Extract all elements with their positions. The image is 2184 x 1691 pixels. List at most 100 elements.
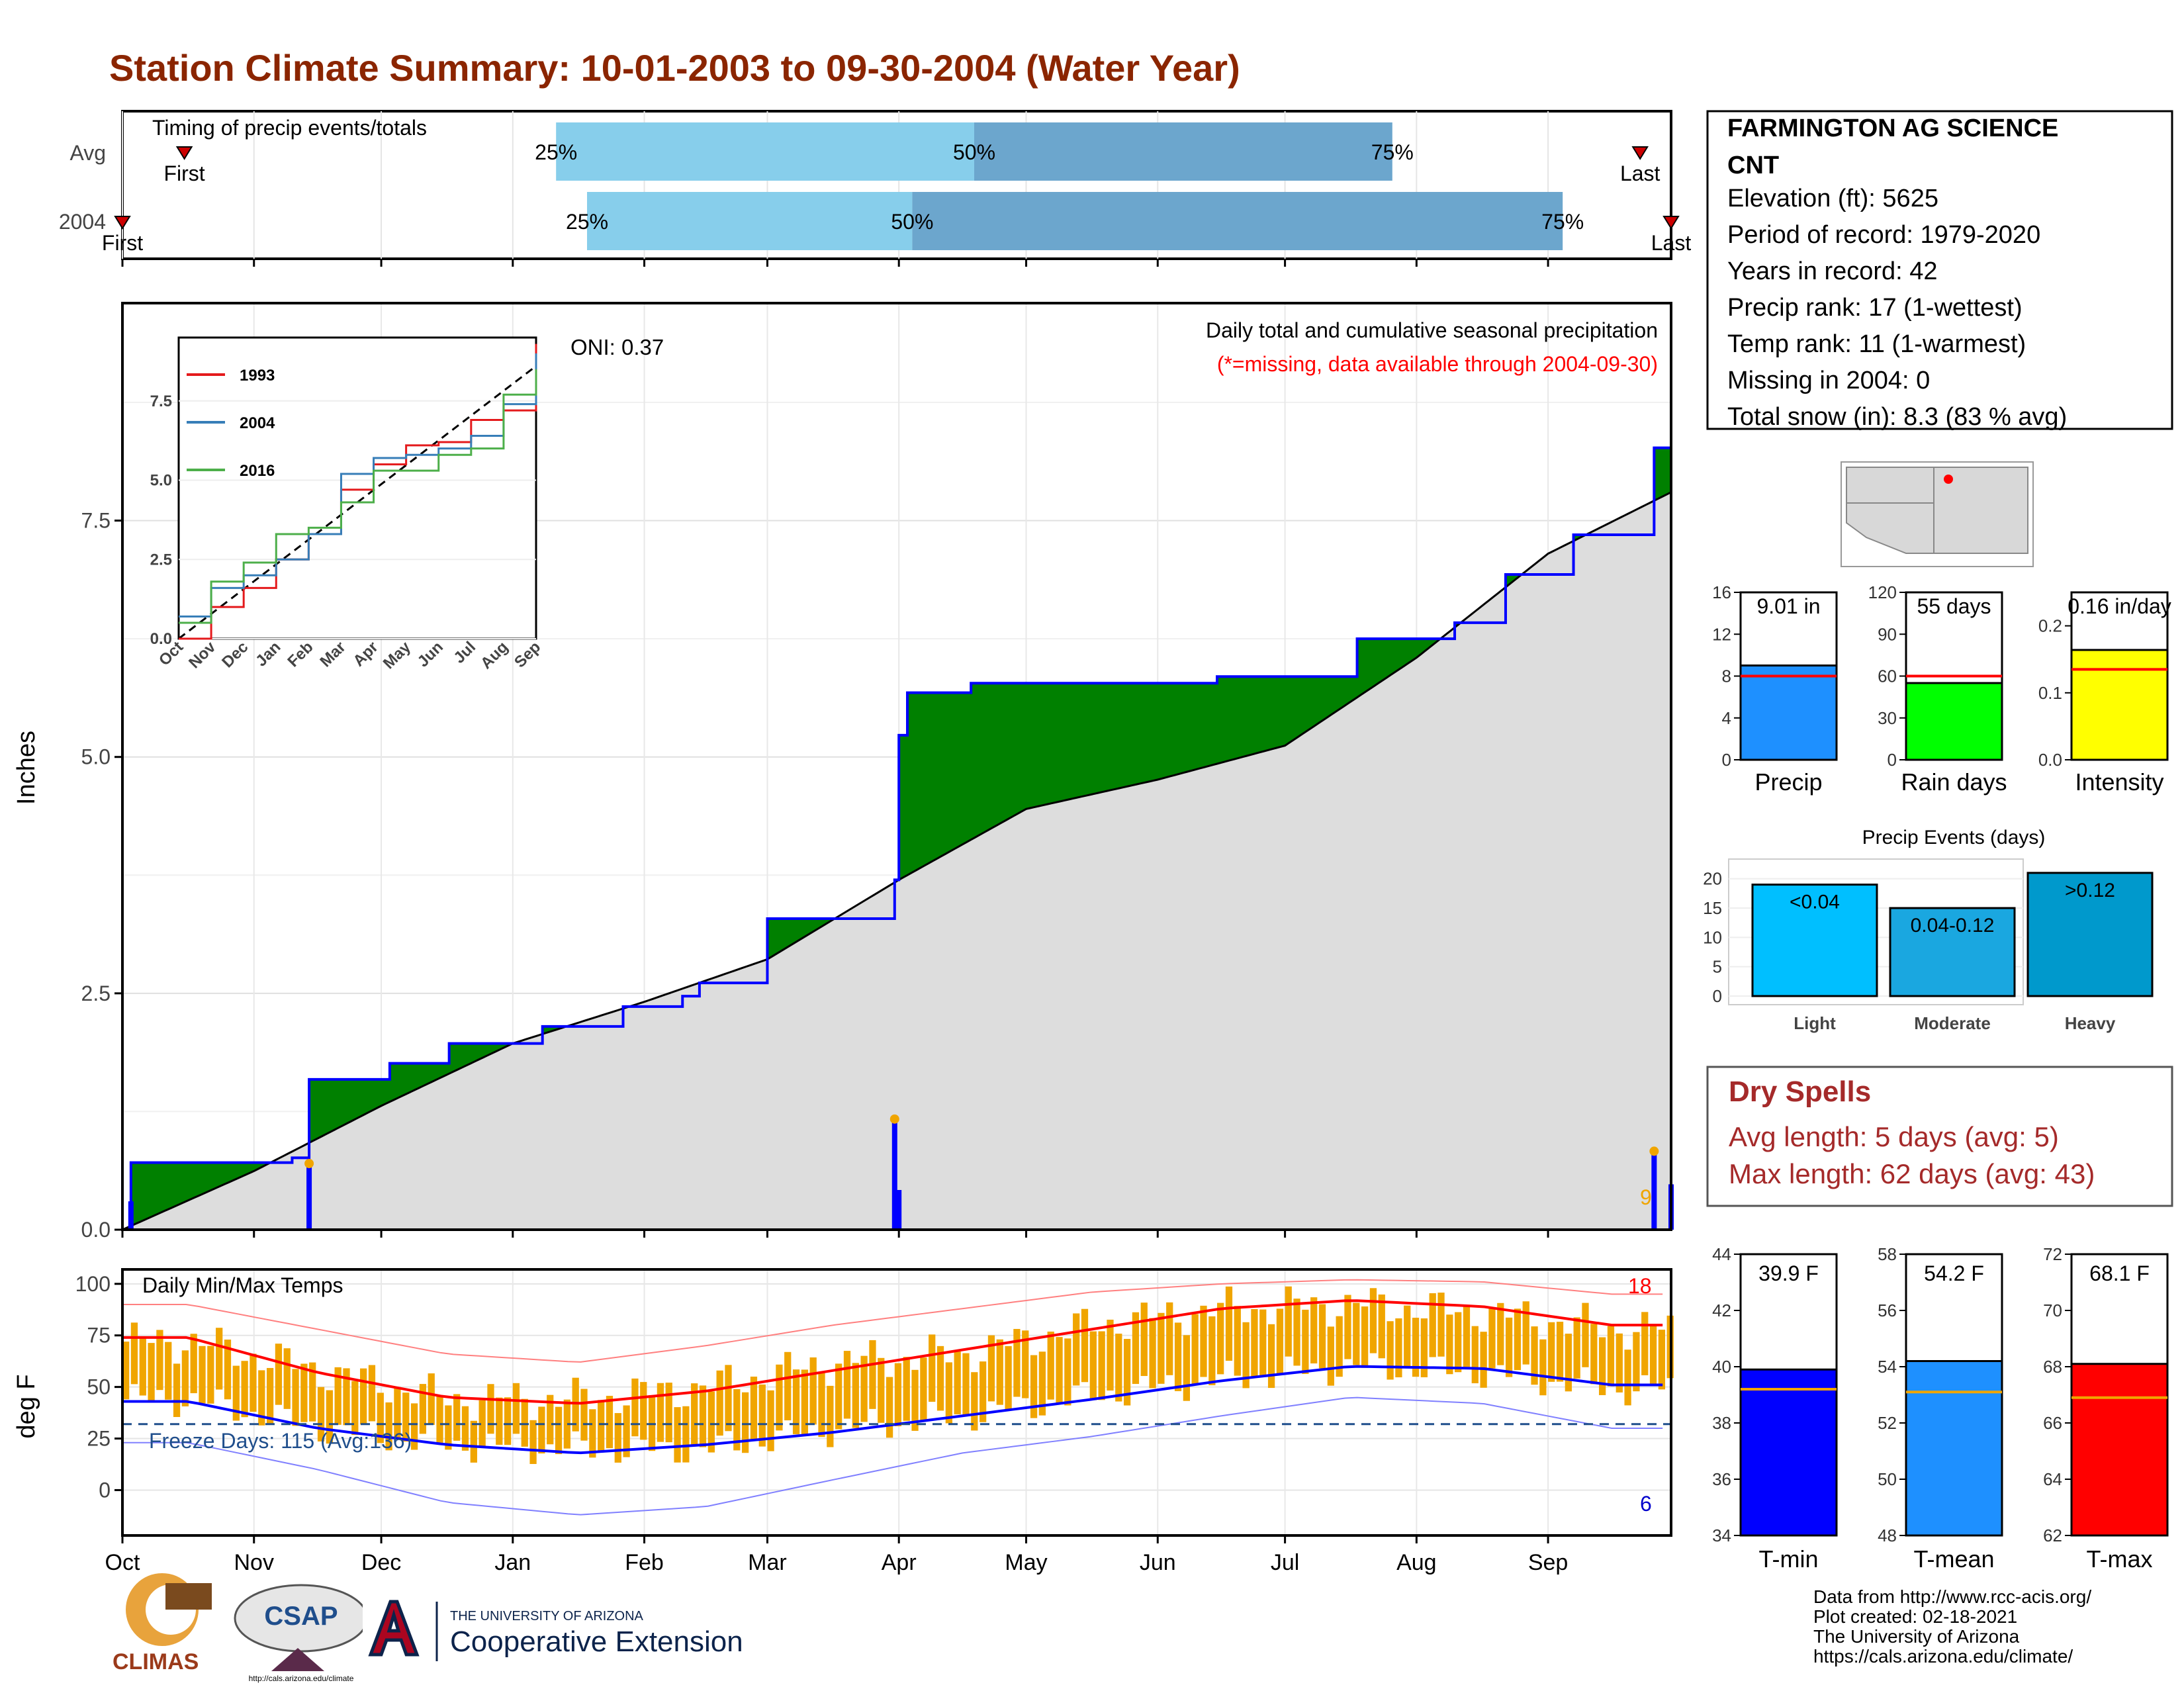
daily-temp-bar [962, 1353, 969, 1416]
wet-fill [1289, 676, 1294, 743]
daily-temp-bar [1030, 1355, 1037, 1418]
daily-temp-bar [1107, 1320, 1113, 1391]
legend-label-1993: 1993 [240, 367, 275, 385]
daily-temp-bar [351, 1381, 358, 1435]
wet-fill [220, 1163, 224, 1187]
daily-temp-bar [1624, 1349, 1631, 1405]
wet-fill [216, 1163, 220, 1189]
wet-fill [1391, 639, 1396, 674]
daily-temp-bar [191, 1334, 197, 1393]
wet-fill [1145, 683, 1150, 782]
summary-tick-label: 8 [1722, 666, 1731, 686]
daily-temp-bar [207, 1346, 214, 1404]
timing-q50-label: 50% [953, 140, 995, 164]
inset-y-label: 2.5 [150, 551, 172, 569]
wet-fill [1018, 683, 1023, 813]
wet-fill [1099, 683, 1103, 793]
daily-temp-bar [1557, 1322, 1563, 1382]
wet-fill [1115, 683, 1120, 789]
daily-temp-bar [1437, 1293, 1444, 1357]
daily-temp-bar [360, 1369, 367, 1425]
wet-fill [1662, 448, 1667, 497]
wet-fill [1242, 676, 1247, 756]
summary-label: Intensity [2075, 768, 2163, 796]
wet-fill [177, 1163, 182, 1205]
page-title: Station Climate Summary: 10-01-2003 to 0… [109, 47, 1240, 89]
wet-fill [381, 1079, 386, 1106]
daily-temp-bar [1463, 1306, 1470, 1367]
wet-fill [789, 919, 794, 946]
timing-row-2004-label: 2004 [59, 210, 106, 234]
daily-temp-bar [759, 1385, 766, 1447]
wet-fill [1379, 639, 1383, 683]
wet-fill [1319, 676, 1324, 723]
summary-label: Precip [1754, 768, 1822, 796]
events-tick-label: 5 [1713, 957, 1722, 977]
station-name: FARMINGTON AG SCIENCE [1727, 114, 2058, 142]
summary-tick-label: 12 [1712, 624, 1731, 644]
summary-tick-label: 0.0 [2038, 750, 2062, 770]
wet-fill [1272, 676, 1277, 749]
daily-temp-bar [1099, 1332, 1105, 1400]
daily-temp-bar [1361, 1306, 1368, 1368]
wet-fill [1349, 676, 1353, 703]
daily-temp-bar [818, 1373, 825, 1438]
daily-temp-bar [1226, 1287, 1232, 1361]
daily-temp-bar [1446, 1314, 1453, 1374]
daily-temp-bar [1293, 1299, 1300, 1365]
precip-chart-title: Daily total and cumulative seasonal prec… [1206, 318, 1658, 342]
daily-temp-bar [1056, 1337, 1062, 1404]
station-missing: Missing in 2004: 0 [1727, 367, 1930, 394]
wet-fill [398, 1064, 403, 1098]
wet-fill [1030, 683, 1035, 808]
daily-temp-bar [1251, 1309, 1257, 1377]
wet-fill [322, 1079, 326, 1136]
daily-temp-bar [445, 1405, 451, 1449]
daily-temp-bar [538, 1406, 545, 1453]
month-label-jan: Jan [494, 1550, 531, 1575]
station-info-box: FARMINGTON AG SCIENCE CNT Elevation (ft)… [1707, 111, 2172, 431]
daily-temp-bar [513, 1383, 520, 1434]
timing-q25-label: 25% [535, 140, 577, 164]
temp-tick-label: 58 [1878, 1244, 1897, 1264]
wet-fill [925, 693, 929, 866]
daily-temp-bar [657, 1383, 664, 1442]
daily-precip-bar [128, 1201, 134, 1230]
wet-fill [1344, 676, 1349, 706]
daily-temp-bar [1404, 1306, 1410, 1367]
wet-fill [424, 1064, 428, 1086]
wet-fill [1162, 683, 1167, 778]
events-tick-label: 0 [1713, 986, 1722, 1006]
daily-temp-bar [165, 1342, 171, 1400]
daily-temp-bar [1395, 1318, 1402, 1377]
dry-spells-avg: Avg length: 5 days (avg: 5) [1729, 1121, 2059, 1152]
wet-fill [402, 1064, 407, 1096]
temp-bar-t-mean [1906, 1361, 2002, 1536]
wet-fill [385, 1079, 390, 1104]
daily-temp-bar [1488, 1307, 1495, 1368]
summary-bar-rain-days [1906, 683, 2002, 760]
wet-fill [191, 1163, 195, 1200]
temp-tick-label: 70 [2043, 1301, 2062, 1320]
daily-precip-bar [896, 1190, 901, 1230]
wet-fill [335, 1079, 340, 1130]
wet-fill [1196, 683, 1201, 769]
temp-value-text: 39.9 F [1758, 1261, 1819, 1285]
heavy-event-marker [890, 1115, 899, 1124]
daily-temp-bar [869, 1340, 876, 1409]
daily-temp-bar [1548, 1322, 1555, 1382]
oni-value: ONI: 0.37 [570, 335, 664, 359]
timing-last-label: Last [1651, 231, 1692, 255]
daily-temp-bar [946, 1362, 952, 1423]
wet-fill [148, 1163, 152, 1218]
wet-fill [1022, 683, 1026, 811]
wet-fill [1370, 639, 1375, 689]
footer-credits: Data from http://www.rcc-acis.org/ Plot … [1813, 1586, 2091, 1667]
daily-temp-bar [275, 1344, 282, 1405]
daily-temp-bar [615, 1413, 621, 1463]
wet-fill [1166, 683, 1171, 777]
wet-fill [1107, 683, 1111, 791]
daily-temp-bar [1539, 1340, 1546, 1396]
wet-fill [1332, 676, 1336, 714]
month-label-mar: Mar [748, 1550, 787, 1575]
